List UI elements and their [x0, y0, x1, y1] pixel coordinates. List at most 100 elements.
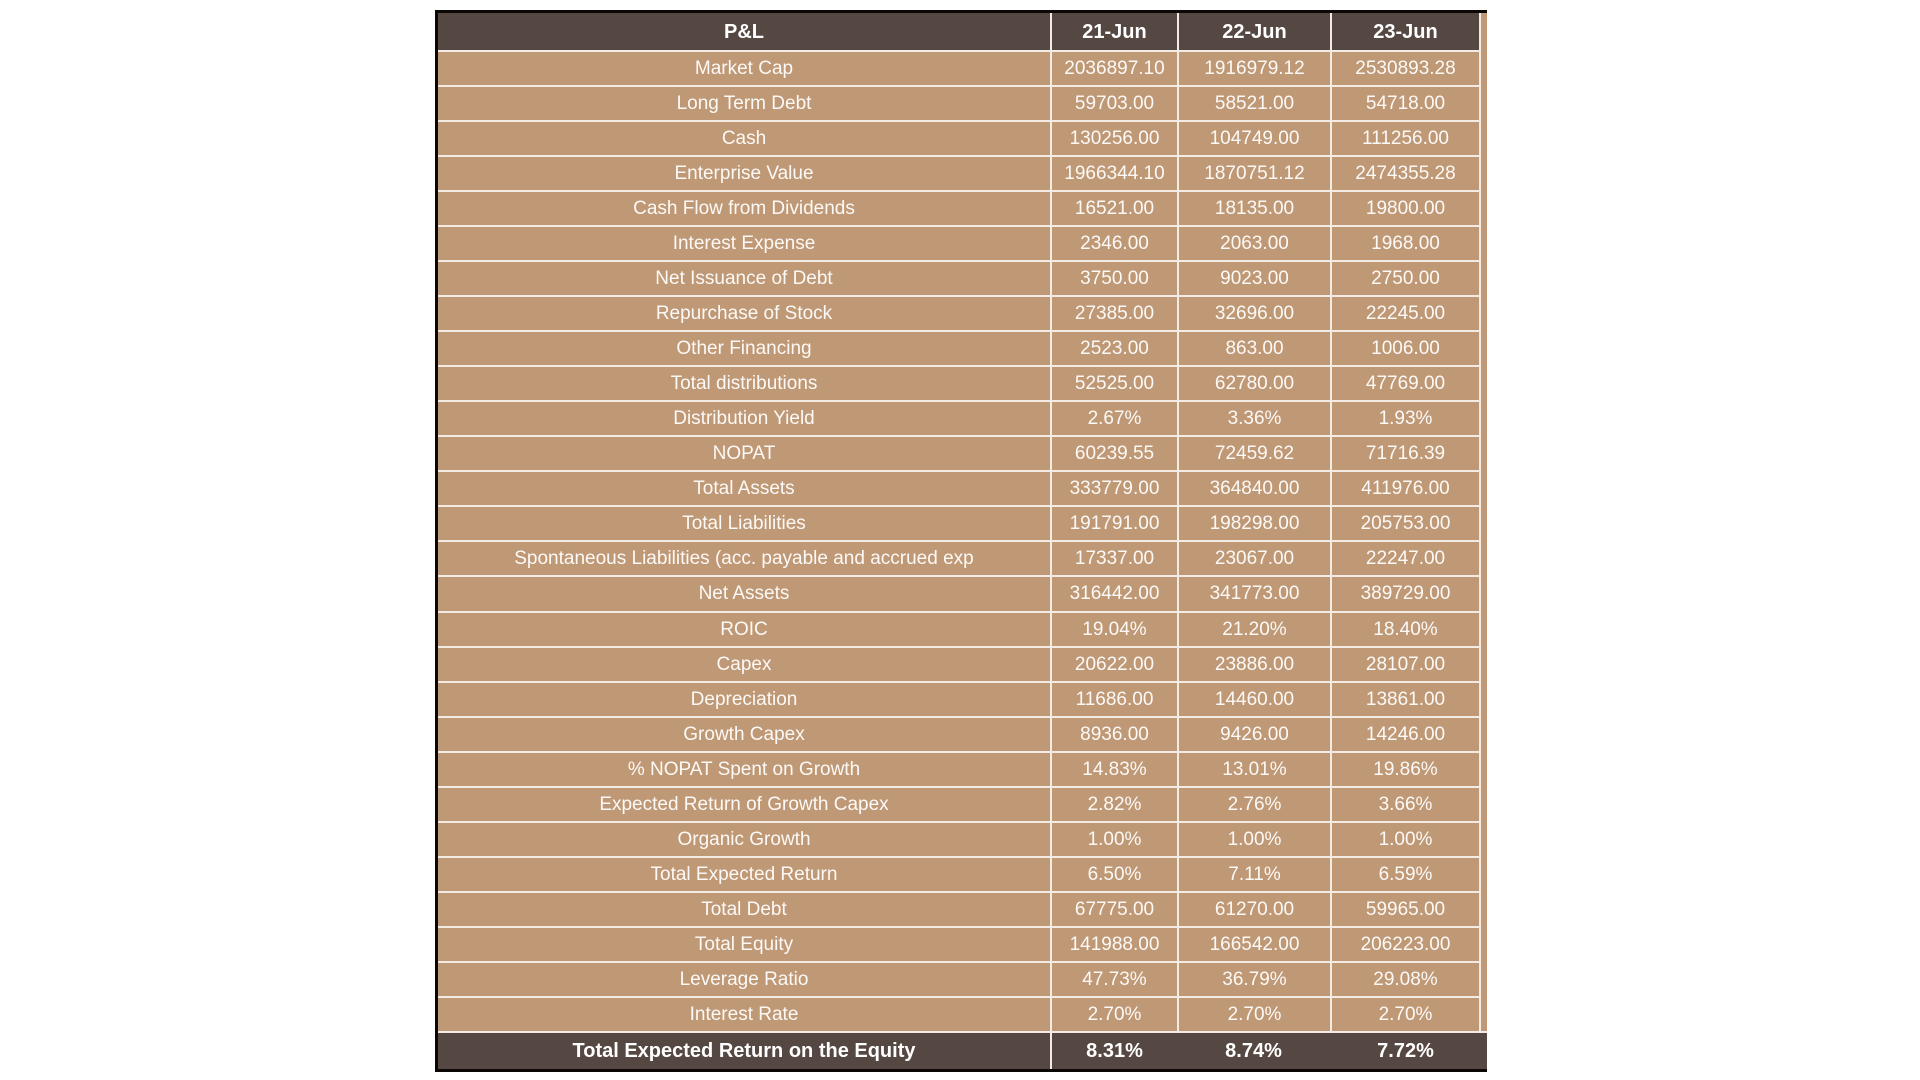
value-cell[interactable]: 61270.00 [1177, 892, 1330, 926]
value-cell[interactable]: 54718.00 [1330, 87, 1481, 121]
value-cell[interactable]: 23067.00 [1177, 542, 1330, 576]
value-cell[interactable]: 13.01% [1177, 752, 1330, 786]
value-cell[interactable]: 2474355.28 [1330, 157, 1481, 191]
value-cell[interactable]: 9023.00 [1177, 262, 1330, 296]
row-label-cell[interactable]: Total Equity [694, 933, 794, 955]
row-label-cell[interactable]: Organic Growth [677, 828, 811, 850]
row-label-cell[interactable]: NOPAT [712, 443, 776, 465]
value-cell[interactable]: 3.66% [1330, 787, 1481, 821]
value-cell[interactable]: 111256.00 [1330, 122, 1481, 156]
value-cell[interactable]: 1968.00 [1330, 227, 1481, 261]
value-cell[interactable]: 364840.00 [1177, 472, 1330, 506]
footer-value-cell[interactable]: 7.72% [1377, 1040, 1434, 1062]
row-label-cell[interactable]: Expected Return of Growth Capex [599, 793, 889, 815]
value-cell[interactable]: 59965.00 [1330, 892, 1481, 926]
value-cell[interactable]: 58521.00 [1177, 87, 1330, 121]
row-label-cell[interactable]: % NOPAT Spent on Growth [627, 758, 861, 780]
value-cell[interactable]: 2063.00 [1177, 227, 1330, 261]
row-label-cell[interactable]: Total Debt [701, 898, 787, 920]
value-cell[interactable]: 18.40% [1330, 612, 1481, 646]
value-cell[interactable]: 1.00% [1050, 822, 1177, 856]
value-cell[interactable]: 67775.00 [1050, 892, 1177, 926]
value-cell[interactable]: 19.04% [1050, 612, 1177, 646]
value-cell[interactable]: 29.08% [1330, 962, 1481, 996]
value-cell[interactable]: 16521.00 [1050, 192, 1177, 226]
row-label-cell[interactable]: Distribution Yield [673, 408, 815, 430]
header-cell-23-jun[interactable]: 23-Jun [1330, 13, 1481, 50]
value-cell[interactable]: 2.82% [1050, 787, 1177, 821]
row-label-cell[interactable]: Growth Capex [683, 723, 805, 745]
value-cell[interactable]: 2530893.28 [1330, 52, 1481, 86]
value-cell[interactable]: 863.00 [1177, 332, 1330, 366]
header-cell-22-jun[interactable]: 22-Jun [1177, 13, 1330, 50]
value-cell[interactable]: 72459.62 [1177, 437, 1330, 471]
value-cell[interactable]: 141988.00 [1050, 927, 1177, 961]
value-cell[interactable]: 7.11% [1177, 857, 1330, 891]
row-label-cell[interactable]: Cash [721, 128, 767, 150]
value-cell[interactable]: 1.00% [1330, 822, 1481, 856]
row-label-cell[interactable]: Total Liabilities [682, 513, 806, 535]
row-label-cell[interactable]: Total Expected Return [650, 863, 838, 885]
value-cell[interactable]: 2750.00 [1330, 262, 1481, 296]
footer-label-cell[interactable]: Total Expected Return on the Equity [572, 1040, 916, 1062]
row-label-cell[interactable]: Cash Flow from Dividends [633, 198, 855, 220]
value-cell[interactable]: 6.59% [1330, 857, 1481, 891]
value-cell[interactable]: 36.79% [1177, 962, 1330, 996]
value-cell[interactable]: 14460.00 [1177, 682, 1330, 716]
value-cell[interactable]: 206223.00 [1330, 927, 1481, 961]
header-cell-21-jun[interactable]: 21-Jun [1050, 13, 1177, 50]
value-cell[interactable]: 6.50% [1050, 857, 1177, 891]
row-label-cell[interactable]: ROIC [720, 618, 768, 640]
row-label-cell[interactable]: Enterprise Value [674, 163, 814, 185]
value-cell[interactable]: 52525.00 [1050, 367, 1177, 401]
value-cell[interactable]: 2.70% [1177, 997, 1330, 1031]
value-cell[interactable]: 14.83% [1050, 752, 1177, 786]
value-cell[interactable]: 62780.00 [1177, 367, 1330, 401]
value-cell[interactable]: 20622.00 [1050, 647, 1177, 681]
value-cell[interactable]: 2.67% [1050, 402, 1177, 436]
row-label-cell[interactable]: Other Financing [676, 338, 812, 360]
value-cell[interactable]: 191791.00 [1050, 507, 1177, 541]
value-cell[interactable]: 1.00% [1177, 822, 1330, 856]
value-cell[interactable]: 166542.00 [1177, 927, 1330, 961]
value-cell[interactable]: 23886.00 [1177, 647, 1330, 681]
value-cell[interactable]: 130256.00 [1050, 122, 1177, 156]
value-cell[interactable]: 2.70% [1050, 997, 1177, 1031]
value-cell[interactable]: 9426.00 [1177, 717, 1330, 751]
value-cell[interactable]: 2.76% [1177, 787, 1330, 821]
value-cell[interactable]: 2036897.10 [1050, 52, 1177, 86]
value-cell[interactable]: 19.86% [1330, 752, 1481, 786]
row-label-cell[interactable]: Interest Rate [689, 1003, 799, 1025]
value-cell[interactable]: 2346.00 [1050, 227, 1177, 261]
value-cell[interactable]: 18135.00 [1177, 192, 1330, 226]
row-label-cell[interactable]: Total Assets [693, 478, 795, 500]
value-cell[interactable]: 8936.00 [1050, 717, 1177, 751]
value-cell[interactable]: 389729.00 [1330, 577, 1481, 611]
value-cell[interactable]: 47769.00 [1330, 367, 1481, 401]
value-cell[interactable]: 3.36% [1177, 402, 1330, 436]
value-cell[interactable]: 2.70% [1330, 997, 1481, 1031]
row-label-cell[interactable]: Repurchase of Stock [655, 303, 833, 325]
value-cell[interactable]: 11686.00 [1050, 682, 1177, 716]
value-cell[interactable]: 21.20% [1177, 612, 1330, 646]
row-label-cell[interactable]: Net Issuance of Debt [655, 268, 833, 290]
row-label-cell[interactable]: Market Cap [694, 58, 794, 80]
row-label-cell[interactable]: Long Term Debt [676, 93, 812, 115]
header-cell-pnl[interactable]: P&L [724, 20, 764, 43]
value-cell[interactable]: 1966344.10 [1050, 157, 1177, 191]
value-cell[interactable]: 32696.00 [1177, 297, 1330, 331]
value-cell[interactable]: 19800.00 [1330, 192, 1481, 226]
row-label-cell[interactable]: Depreciation [690, 688, 798, 710]
value-cell[interactable]: 59703.00 [1050, 87, 1177, 121]
value-cell[interactable]: 1870751.12 [1177, 157, 1330, 191]
value-cell[interactable]: 14246.00 [1330, 717, 1481, 751]
value-cell[interactable]: 198298.00 [1177, 507, 1330, 541]
row-label-cell[interactable]: Interest Expense [672, 233, 816, 255]
row-label-cell[interactable]: Spontaneous Liabilities (acc. payable an… [514, 548, 974, 570]
value-cell[interactable]: 316442.00 [1050, 577, 1177, 611]
value-cell[interactable]: 104749.00 [1177, 122, 1330, 156]
value-cell[interactable]: 333779.00 [1050, 472, 1177, 506]
footer-value-cell[interactable]: 8.31% [1050, 1033, 1177, 1069]
value-cell[interactable]: 71716.39 [1330, 437, 1481, 471]
value-cell[interactable]: 1.93% [1330, 402, 1481, 436]
